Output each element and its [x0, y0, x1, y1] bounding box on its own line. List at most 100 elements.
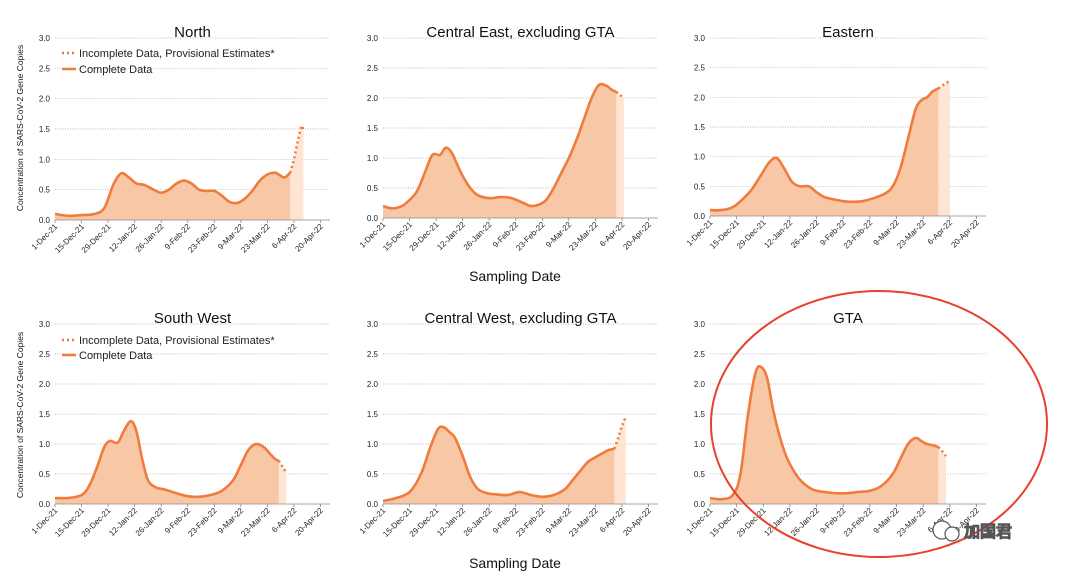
highlight-ellipse [710, 290, 1048, 558]
legend-incomplete-label: Incomplete Data, Provisional Estimates* [79, 335, 275, 347]
x-tick-label: 23-Mar-22 [239, 506, 272, 539]
y-tick-label: 2.5 [694, 64, 706, 73]
y-tick-label: 2.0 [694, 380, 706, 389]
complete-data-line [382, 425, 615, 503]
complete-data-line [709, 87, 940, 212]
x-tick-label: 20-Apr-22 [293, 222, 325, 254]
legend-complete-label: Complete Data [79, 64, 153, 76]
x-tick-label: 20-Apr-22 [949, 218, 981, 250]
x-tick-label: 23-Feb-22 [514, 220, 547, 253]
complete-data-line [54, 419, 280, 500]
x-tick-label: 23-Feb-22 [186, 506, 219, 539]
chart-gta: 0.00.51.01.52.02.53.01-Dec-2115-Dec-2129… [685, 310, 986, 539]
x-tick-label: 26-Jan-22 [134, 506, 166, 538]
incomplete-data-line [277, 460, 288, 474]
incomplete-data-line [615, 90, 625, 100]
complete-data-line [382, 82, 617, 210]
complete-area [55, 172, 291, 220]
x-axis-label-top: Sampling Date [469, 268, 561, 284]
x-tick-label: 23-Mar-22 [567, 220, 600, 253]
y-tick-label: 0.5 [39, 186, 51, 195]
x-tick-label: 23-Feb-22 [842, 506, 875, 539]
y-tick-label: 1.0 [694, 440, 706, 449]
x-tick-label: 20-Apr-22 [621, 220, 653, 252]
incomplete-area [278, 460, 287, 504]
complete-area [710, 88, 939, 216]
incomplete-data-line [937, 79, 951, 90]
y-tick-label: 1.0 [39, 440, 51, 449]
y-tick-label: 3.0 [367, 34, 379, 43]
y-tick-label: 2.0 [39, 95, 51, 104]
incomplete-area [616, 92, 624, 218]
y-tick-label: 1.5 [694, 410, 706, 419]
chart-title: Eastern [822, 24, 874, 41]
x-tick-label: 26-Jan-22 [462, 220, 494, 252]
y-tick-label: 0.5 [367, 184, 379, 193]
chart-title: GTA [833, 310, 863, 327]
y-tick-label: 3.0 [694, 34, 706, 43]
incomplete-area [938, 80, 950, 216]
y-tick-label: 1.0 [694, 153, 706, 162]
legend-bottom: Incomplete Data, Provisional Estimates* … [62, 335, 275, 362]
chart-central-west-excluding-gta: 0.00.51.01.52.02.53.01-Dec-2115-Dec-2129… [358, 310, 658, 539]
y-tick-label: 0.0 [694, 212, 706, 221]
x-tick-label: 26-Jan-22 [134, 222, 166, 254]
chart-title: Central West, excluding GTA [424, 310, 616, 327]
y-tick-label: 0.5 [367, 470, 379, 479]
complete-data-line [54, 171, 292, 218]
incomplete-area [290, 125, 304, 220]
x-tick-label: 29-Dec-21 [735, 218, 768, 251]
incomplete-data-line [937, 446, 948, 457]
chart-title: Central East, excluding GTA [426, 24, 614, 41]
y-tick-label: 3.0 [367, 320, 379, 329]
x-tick-label: 23-Mar-22 [895, 218, 928, 251]
complete-data-line [709, 364, 939, 501]
y-axis-label-bottom: Concentration of SARS-CoV-2 Gene Copies [15, 332, 25, 498]
x-tick-label: 23-Feb-22 [186, 222, 219, 255]
x-tick-label: 26-Jan-22 [789, 506, 821, 538]
y-tick-label: 0.0 [39, 500, 51, 509]
y-tick-label: 0.5 [694, 470, 706, 479]
y-tick-label: 1.5 [694, 123, 706, 132]
y-tick-label: 0.0 [39, 216, 51, 225]
wechat-icon-bubble [944, 526, 960, 542]
x-tick-label: 20-Apr-22 [293, 506, 325, 538]
y-tick-label: 1.0 [367, 154, 379, 163]
x-tick-label: 26-Jan-22 [462, 506, 494, 538]
x-tick-label: 20-Apr-22 [621, 506, 653, 538]
chart-title: South West [154, 310, 232, 327]
x-tick-label: 29-Dec-21 [80, 506, 113, 539]
y-tick-label: 0.5 [694, 182, 706, 191]
x-axis-label-bottom: Sampling Date [469, 555, 561, 571]
chart-eastern: 0.00.51.01.52.02.53.01-Dec-2115-Dec-2129… [685, 24, 986, 251]
y-tick-label: 2.0 [367, 380, 379, 389]
y-tick-label: 0.0 [367, 214, 379, 223]
x-tick-label: 29-Dec-21 [80, 222, 113, 255]
y-tick-label: 2.5 [367, 350, 379, 359]
x-tick-label: 23-Mar-22 [895, 506, 928, 539]
y-tick-label: 2.0 [39, 380, 51, 389]
y-tick-label: 0.0 [694, 500, 706, 509]
y-tick-label: 2.0 [367, 94, 379, 103]
y-tick-label: 1.0 [39, 155, 51, 164]
x-tick-label: 23-Feb-22 [514, 506, 547, 539]
y-tick-label: 3.0 [39, 34, 51, 43]
y-tick-label: 2.5 [39, 64, 51, 73]
chart-title: North [174, 24, 211, 41]
watermark-text: 加国君 [963, 522, 1012, 541]
y-axis-label-top: Concentration of SARS-CoV-2 Gene Copies [15, 45, 25, 211]
y-tick-label: 2.5 [39, 350, 51, 359]
y-tick-label: 3.0 [694, 320, 706, 329]
x-tick-label: 23-Mar-22 [567, 506, 600, 539]
complete-area [383, 84, 617, 218]
incomplete-area [938, 447, 946, 504]
y-tick-label: 1.5 [39, 410, 51, 419]
y-tick-label: 1.5 [39, 125, 51, 134]
y-tick-label: 2.5 [694, 350, 706, 359]
legend-incomplete-label: Incomplete Data, Provisional Estimates* [79, 48, 275, 60]
complete-area [55, 421, 279, 504]
x-tick-label: 23-Feb-22 [842, 218, 875, 251]
incomplete-area [614, 417, 626, 504]
y-tick-label: 1.5 [367, 410, 379, 419]
